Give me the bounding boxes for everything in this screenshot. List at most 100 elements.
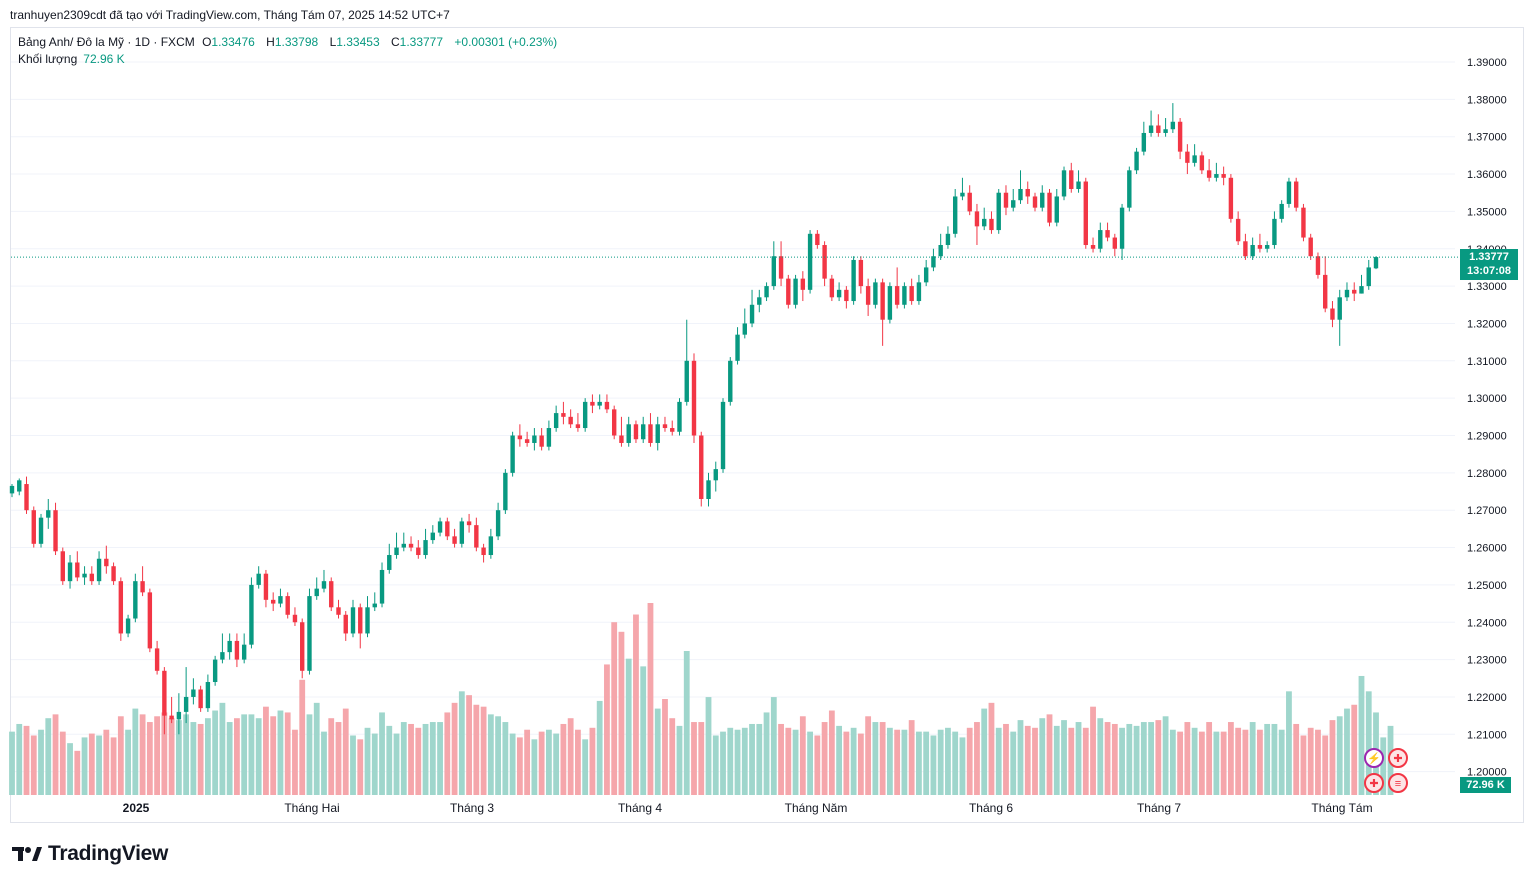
volume-bar: [567, 718, 574, 795]
volume-bar: [480, 706, 487, 795]
candle-body: [807, 233, 813, 290]
volume-bar: [1315, 729, 1321, 795]
volume-bar: [292, 729, 298, 795]
volume-bar: [270, 716, 277, 795]
volume-bar: [669, 718, 676, 795]
candle-body: [757, 297, 762, 305]
candle-body: [1112, 237, 1118, 249]
volume-bar: [604, 664, 610, 795]
candle-body: [1148, 125, 1154, 133]
volume-bar: [1380, 737, 1387, 795]
candle-body: [1192, 155, 1197, 163]
candle-body: [481, 547, 486, 556]
volume-bar: [582, 739, 589, 795]
volume-bar: [175, 720, 182, 795]
candle-body: [1069, 170, 1074, 189]
candle-body: [684, 360, 689, 402]
candle-body: [611, 409, 617, 436]
volume-bar: [1032, 727, 1038, 795]
candle-body: [1003, 192, 1009, 208]
volume-bar: [487, 714, 494, 795]
volume-label[interactable]: Khối lượng: [18, 52, 78, 66]
volume-bar: [125, 729, 131, 795]
candle-body: [996, 192, 1001, 231]
volume-bar: [756, 723, 763, 795]
lightning-event-icon[interactable]: ⚡: [1364, 748, 1384, 768]
y-tick-label: 1.22000: [1467, 692, 1507, 704]
candle-body: [111, 566, 116, 582]
us-flag-event-icon[interactable]: ≡: [1388, 773, 1408, 793]
candle-body: [553, 413, 559, 429]
volume-bar: [538, 731, 545, 795]
candle-body: [67, 562, 73, 582]
y-tick-label: 1.25000: [1467, 580, 1507, 592]
volume-bar: [226, 722, 233, 795]
volume-bar: [9, 731, 15, 795]
uk-flag-event-icon[interactable]: ✚: [1388, 748, 1408, 768]
candle-body: [1040, 192, 1045, 208]
volume-bar: [879, 722, 886, 795]
volume-bar: [1322, 735, 1329, 795]
volume-bar: [59, 731, 66, 795]
volume-bar: [415, 727, 422, 795]
candle-body: [394, 547, 399, 556]
volume-bar: [1017, 720, 1024, 795]
candle-body: [865, 286, 871, 305]
candle-body: [510, 435, 515, 473]
candle-body: [641, 424, 646, 440]
candle-body: [597, 401, 602, 406]
volume-bar: [1162, 716, 1169, 795]
volume-bar: [1133, 725, 1140, 795]
symbol-label[interactable]: Bảng Anh/ Đô la Mỹ · 1D · FXCM: [18, 35, 195, 49]
volume-bar: [611, 622, 618, 795]
volume-bar: [422, 723, 429, 795]
change-value: +0.00301 (+0.23%): [454, 35, 558, 49]
volume-bar: [966, 727, 973, 795]
candle-body: [1177, 121, 1183, 152]
candle-body: [445, 521, 450, 537]
candle-body: [176, 711, 182, 720]
volume-bar: [647, 603, 654, 795]
candle-body: [358, 607, 363, 634]
y-tick-label: 1.21000: [1467, 729, 1507, 741]
candle-body: [655, 424, 660, 443]
candle-body: [742, 323, 747, 335]
volume-bar: [458, 691, 465, 795]
candle-body: [858, 259, 864, 287]
volume-bar: [16, 723, 23, 795]
candle-body: [1141, 132, 1147, 152]
volume-bar: [350, 735, 356, 795]
volume-bar: [364, 727, 371, 795]
volume-bar: [633, 614, 639, 795]
candle-body: [880, 282, 885, 320]
candle-body: [321, 581, 327, 589]
volume-bar: [843, 731, 850, 795]
volume-bar: [1075, 722, 1082, 795]
candle-body: [24, 484, 29, 511]
volume-bar: [516, 737, 523, 795]
volume-bar: [437, 722, 443, 795]
volume-bar: [945, 727, 951, 795]
volume-bar: [154, 716, 161, 795]
candle-body: [183, 696, 189, 712]
candle-body: [764, 286, 769, 298]
volume-bar: [335, 722, 342, 795]
y-tick-label: 1.26000: [1467, 543, 1507, 555]
volume-bar: [1227, 722, 1234, 795]
volume-bar: [248, 714, 255, 795]
candle-body: [1098, 230, 1103, 249]
volume-bar: [1213, 731, 1220, 795]
candle-body: [1083, 181, 1088, 246]
candle-body: [699, 435, 704, 499]
candle-body: [292, 614, 298, 623]
volume-bar: [916, 731, 922, 795]
volume-bar: [857, 733, 864, 795]
volume-bar: [1278, 729, 1285, 795]
volume-bar: [168, 718, 175, 795]
volume-bar: [691, 722, 697, 795]
candle-body: [314, 588, 319, 597]
candle-body: [887, 286, 893, 320]
uk-flag-event-icon[interactable]: ✚: [1364, 773, 1384, 793]
tradingview-logo[interactable]: TradingView: [12, 842, 168, 866]
